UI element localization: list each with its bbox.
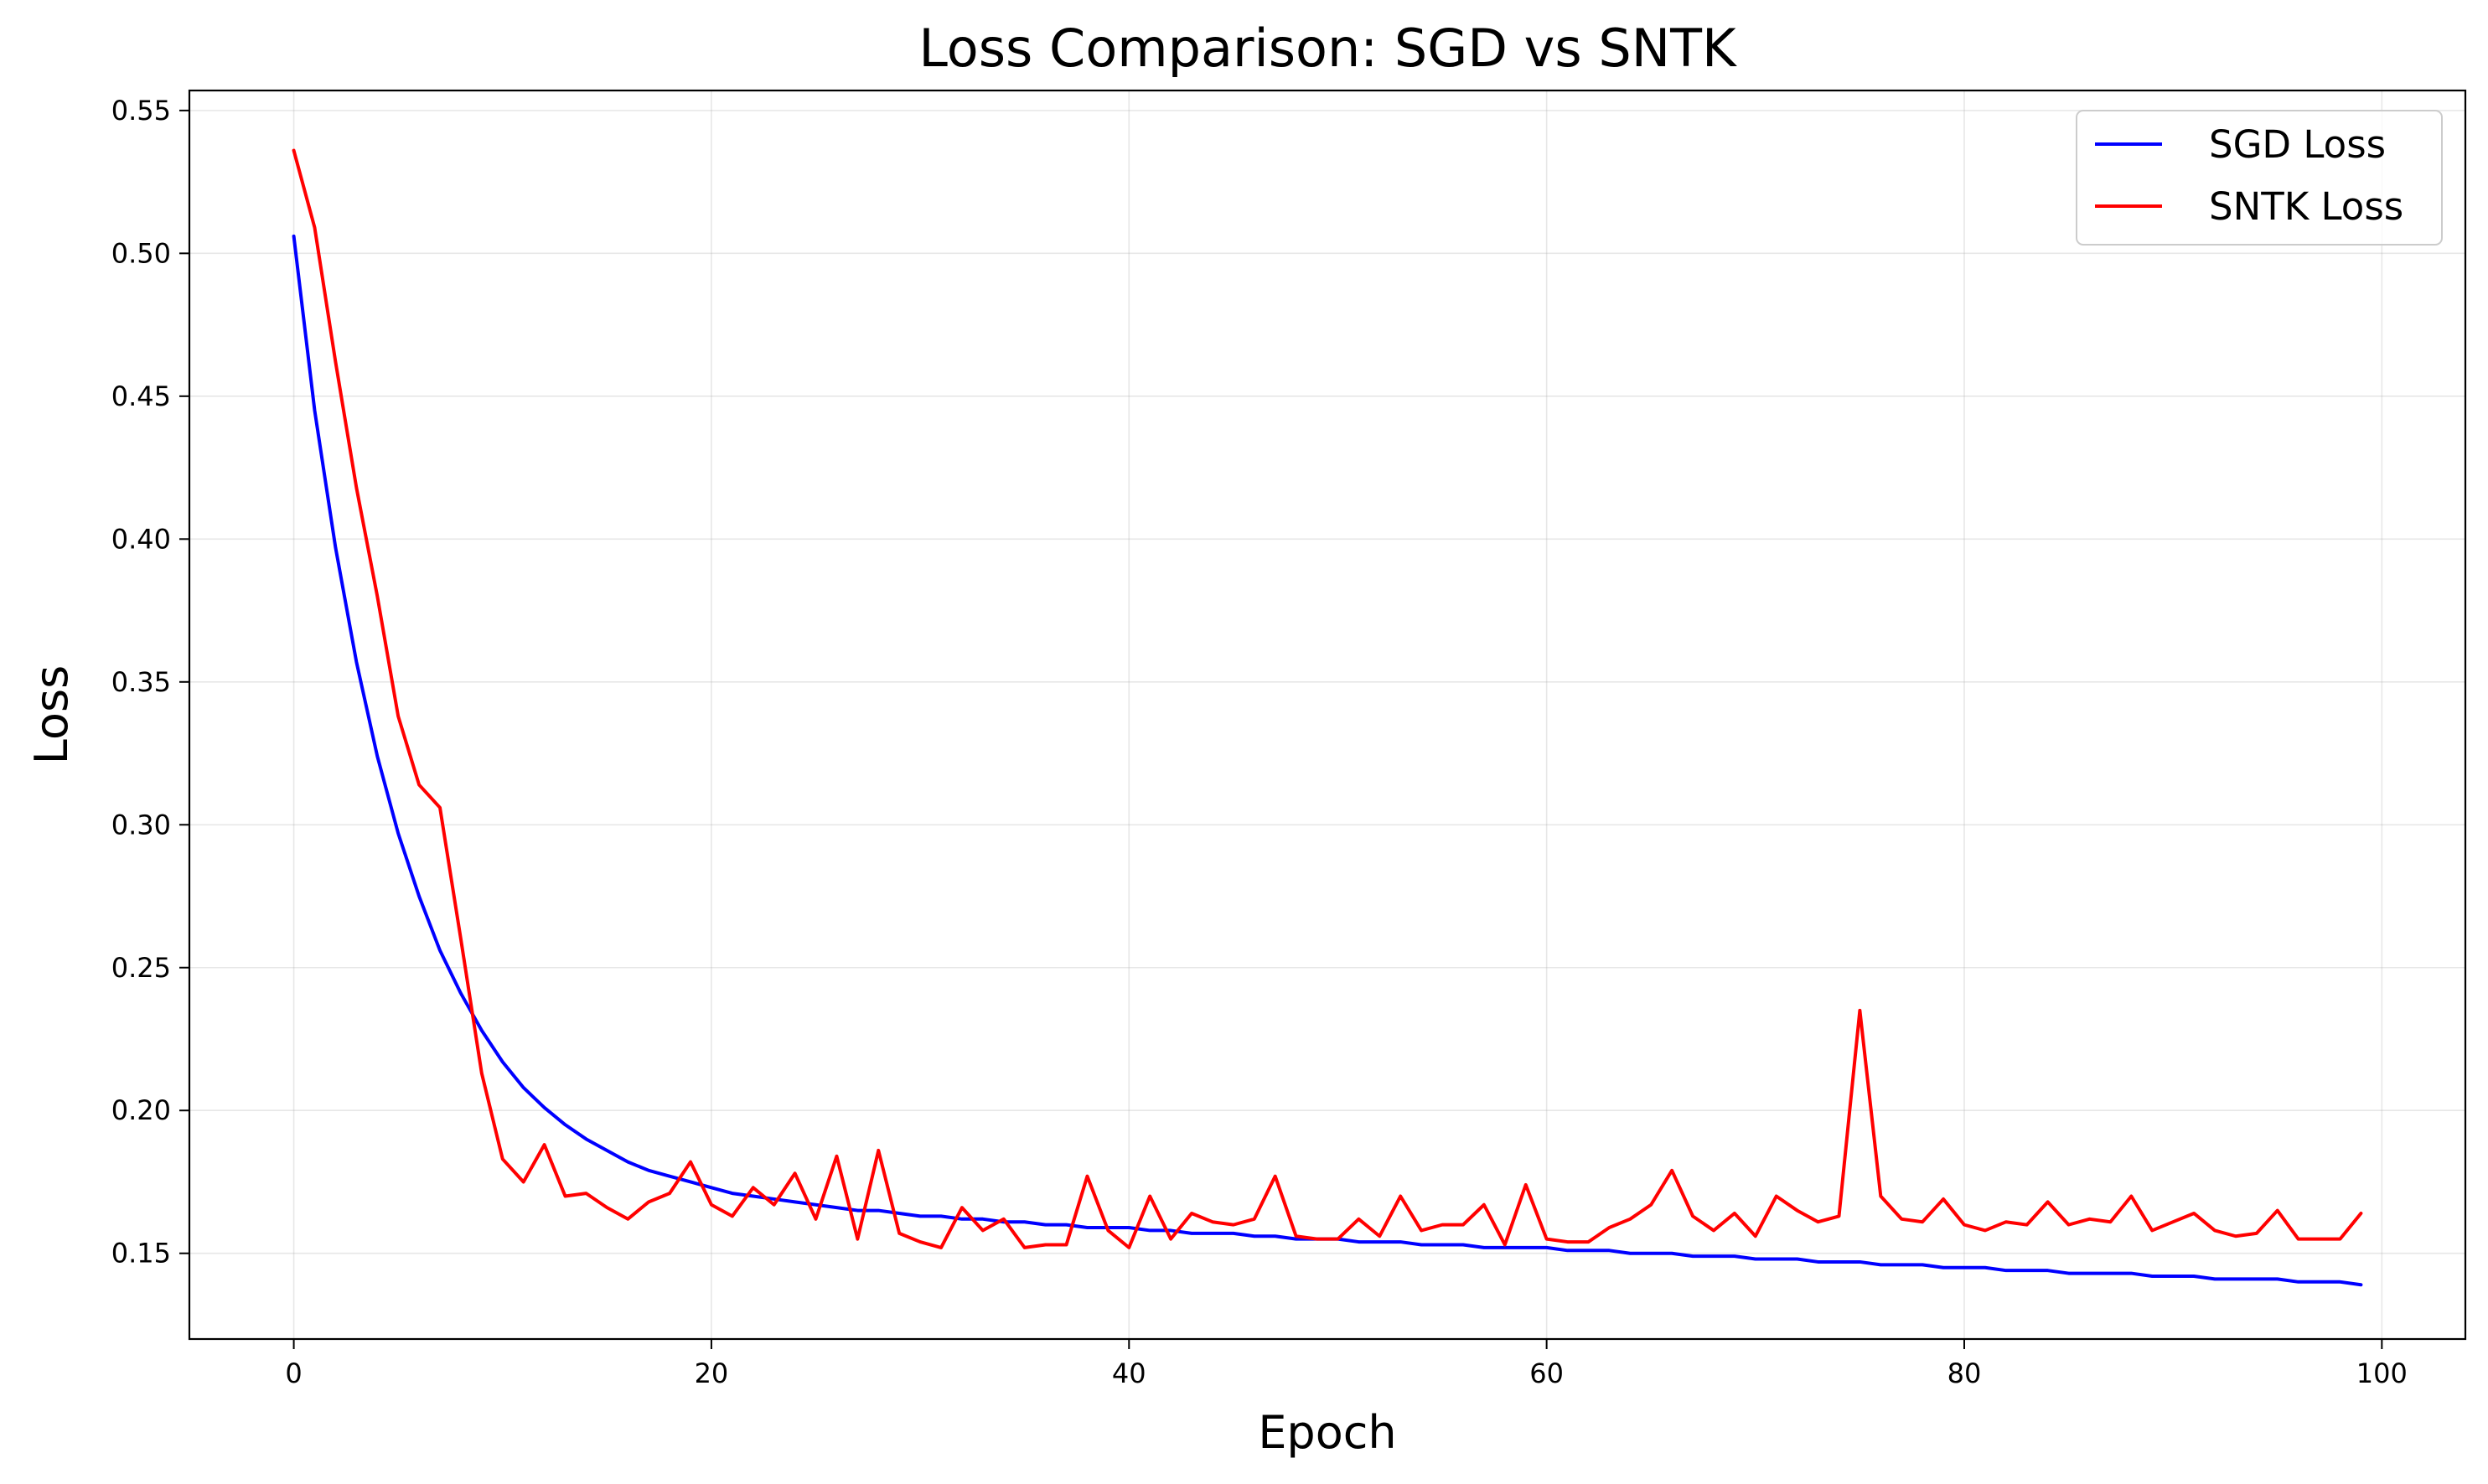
y-tick-label: 0.15 — [111, 1238, 171, 1269]
axis-ticks: 0 20 40 60 80 100 0.15 0.20 0.25 0.30 0.35 0.40 0.45… — [111, 95, 2408, 1389]
x-tick-label: 20 — [695, 1357, 729, 1389]
y-tick-label: 0.55 — [111, 95, 171, 127]
legend: SGD Loss SNTK Loss — [2076, 110, 2443, 246]
y-tick-label: 0.30 — [111, 809, 171, 840]
x-tick-label: 100 — [2356, 1357, 2408, 1389]
y-tick-label: 0.45 — [111, 380, 171, 412]
x-tick-label: 80 — [1947, 1357, 1982, 1389]
y-tick-label: 0.20 — [111, 1094, 171, 1126]
x-tick-label: 40 — [1112, 1357, 1146, 1389]
x-tick-label: 60 — [1529, 1357, 1564, 1389]
x-axis-title: Epoch — [1258, 1406, 1396, 1459]
y-tick-label: 0.40 — [111, 523, 171, 555]
plot-area-frame — [188, 89, 2467, 1341]
legend-label-sntk: SNTK Loss — [2209, 184, 2403, 229]
chart-title: Loss Comparison: SGD vs SNTK — [918, 18, 1737, 79]
series-layer — [292, 148, 2363, 1287]
legend-label-sgd: SGD Loss — [2209, 122, 2386, 167]
series-line-sntk-loss — [292, 148, 2363, 1249]
y-tick-label: 0.35 — [111, 666, 171, 698]
grid — [189, 90, 2465, 1339]
y-axis-title: Loss — [25, 665, 78, 764]
legend-box — [2076, 110, 2443, 246]
x-tick-label: 0 — [285, 1357, 302, 1389]
y-tick-label: 0.50 — [111, 237, 171, 269]
y-tick-label: 0.25 — [111, 952, 171, 984]
